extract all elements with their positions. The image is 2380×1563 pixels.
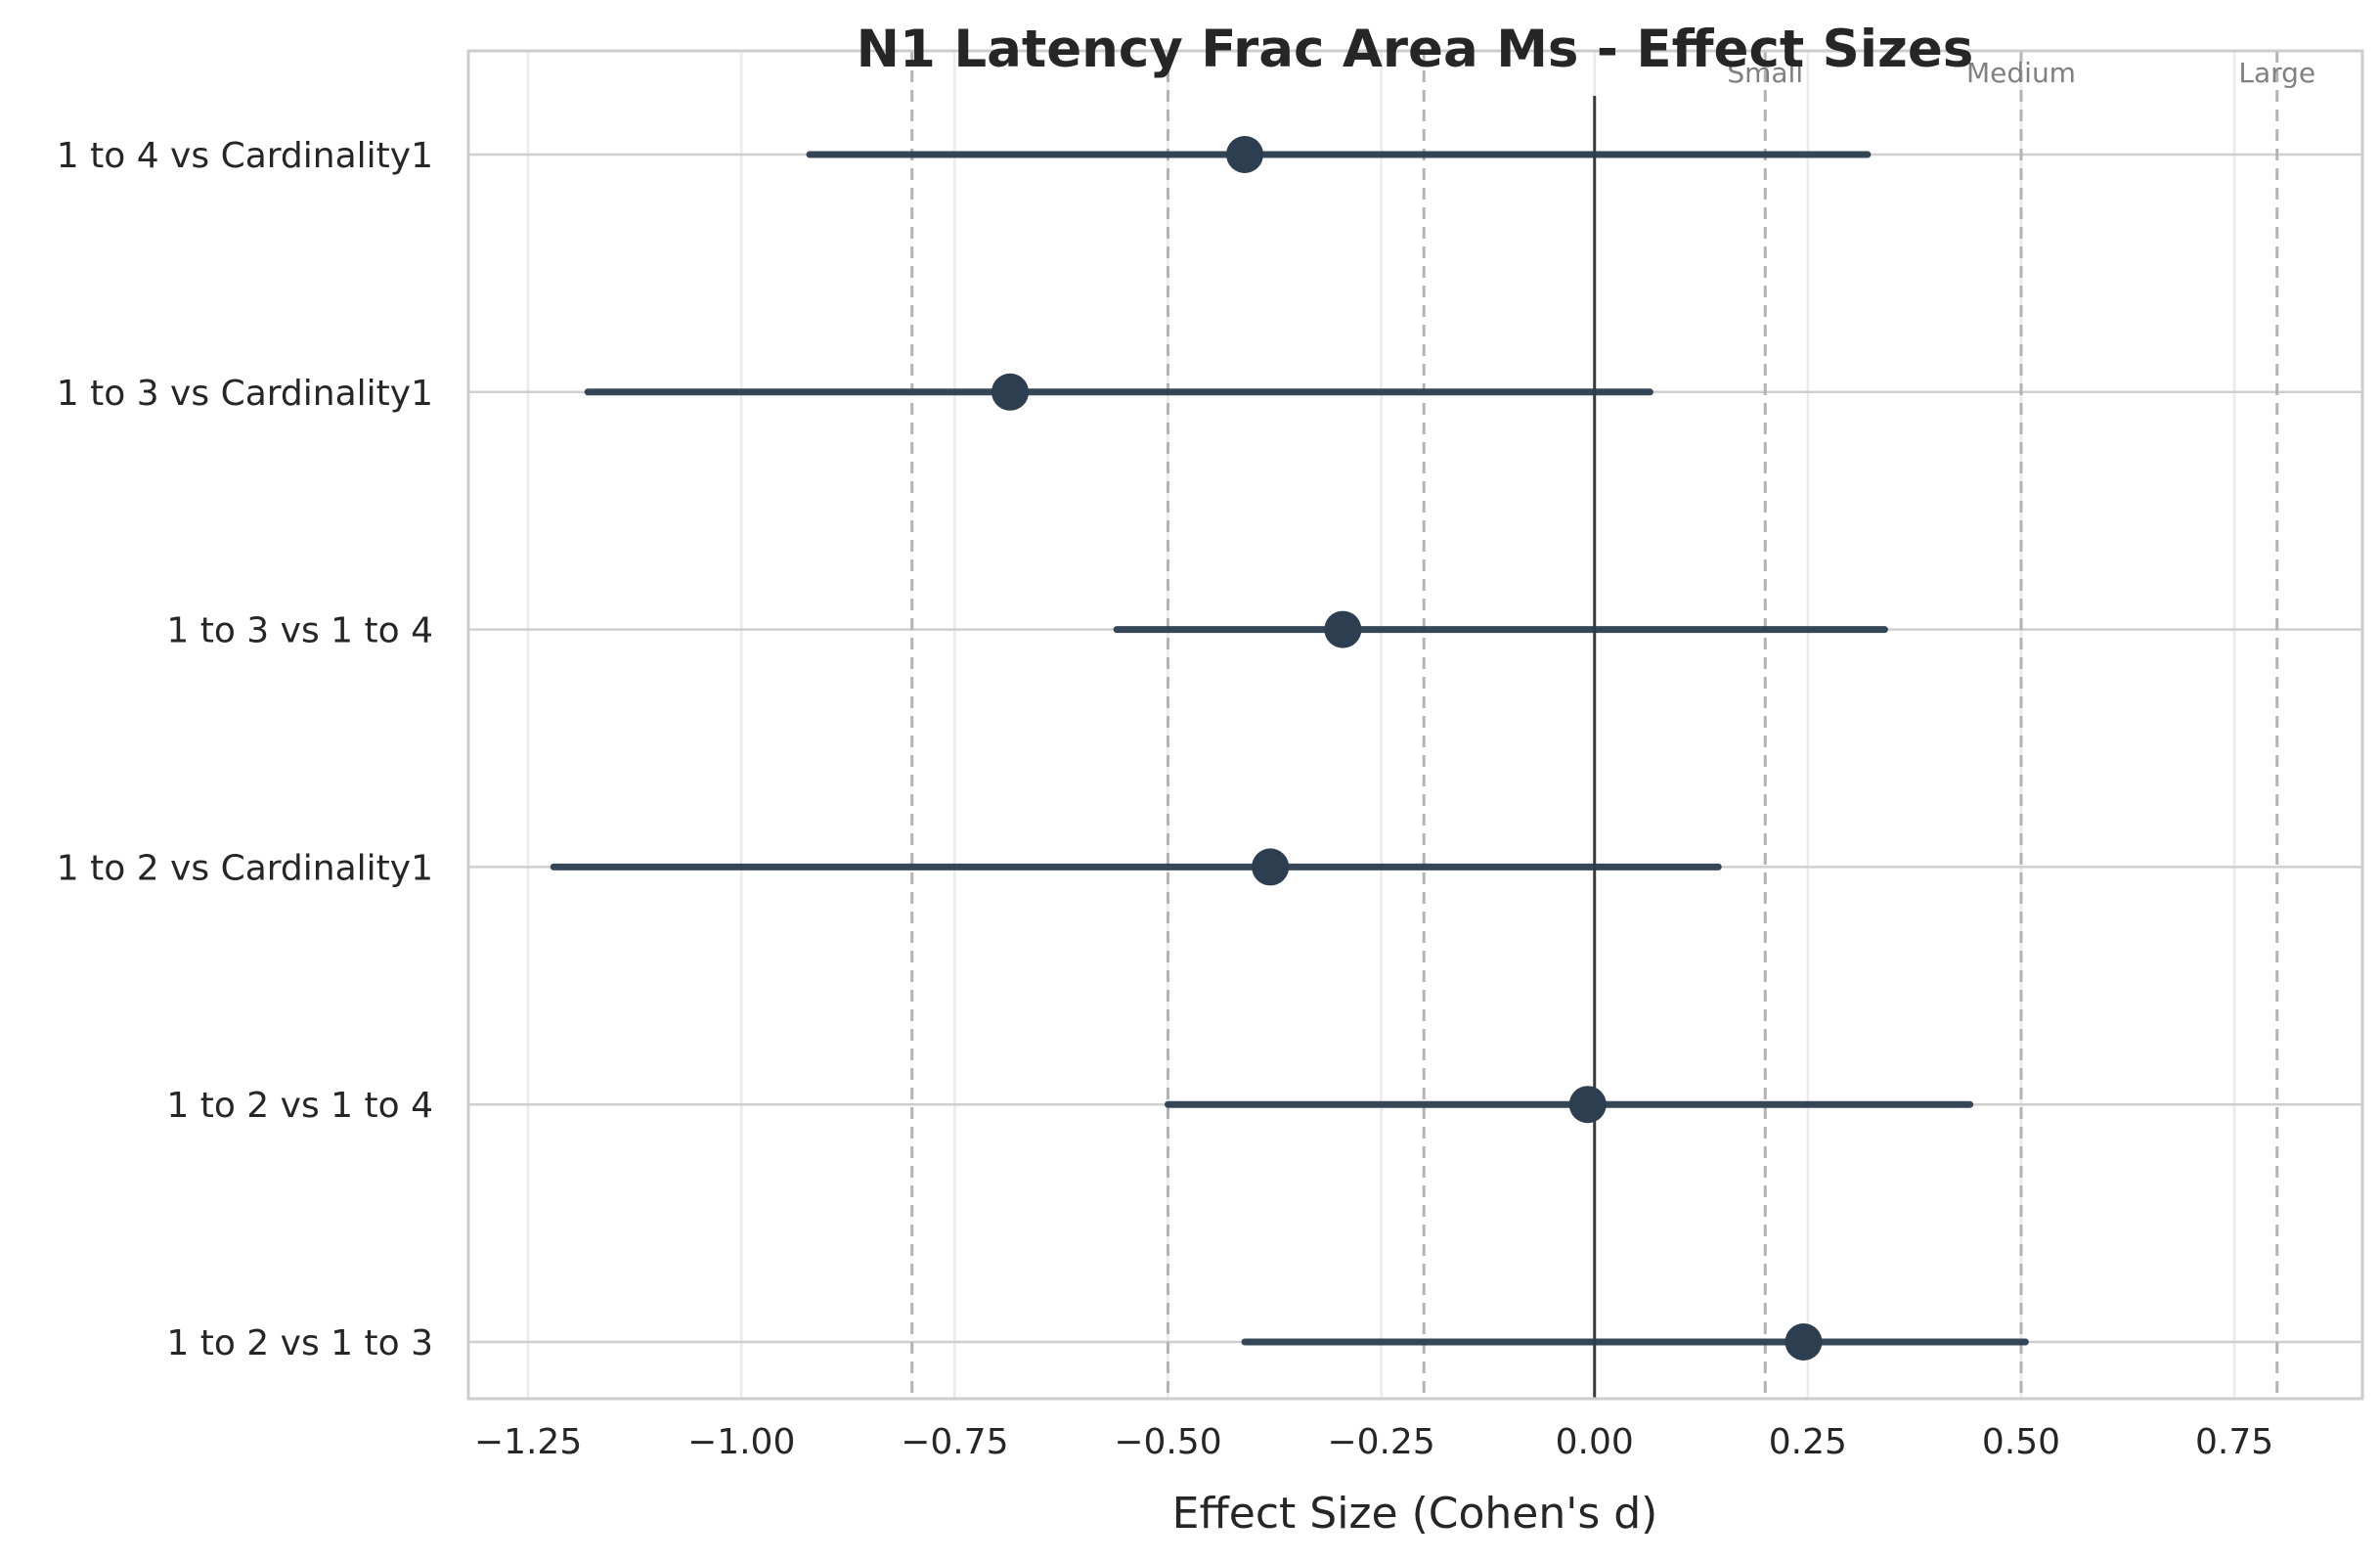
text-layer: −1.25 −1.00 −0.75 −0.50 −0.25 0.00 0.25 0.50 0.7… bbox=[57, 20, 2315, 1539]
y-tick-label: 1 to 3 vs Cardinality1 bbox=[57, 374, 433, 414]
effect-size-reference-label: Small bbox=[1727, 57, 1803, 89]
effect-size-point bbox=[1785, 1323, 1823, 1361]
x-tick-label: −1.00 bbox=[687, 1422, 795, 1462]
y-tick-label: 1 to 2 vs 1 to 3 bbox=[166, 1323, 433, 1363]
y-tick-label: 1 to 4 vs Cardinality1 bbox=[57, 136, 433, 176]
y-tick-label: 1 to 2 vs 1 to 4 bbox=[166, 1086, 433, 1126]
effect-size-point bbox=[1225, 136, 1263, 173]
marks-layer bbox=[550, 136, 2029, 1361]
x-tick-label: −0.50 bbox=[1114, 1422, 1221, 1462]
effect-size-reference-label: Large bbox=[2238, 57, 2315, 89]
effect-size-reference-label: Medium bbox=[1966, 57, 2076, 89]
x-tick-label: 0.00 bbox=[1556, 1422, 1634, 1462]
x-tick-label: −0.75 bbox=[901, 1422, 1008, 1462]
x-tick-label: 0.75 bbox=[2195, 1422, 2273, 1462]
x-tick-label: 0.50 bbox=[1982, 1422, 2060, 1462]
grid-layer bbox=[468, 51, 2362, 1399]
reference-lines-layer bbox=[910, 51, 2279, 1399]
effect-size-point bbox=[1568, 1086, 1607, 1124]
chart-title: N1 Latency Frac Area Ms - Effect Sizes bbox=[857, 20, 1974, 79]
effect-size-point bbox=[1252, 848, 1290, 886]
x-tick-label: −1.25 bbox=[474, 1422, 582, 1462]
effect-size-point bbox=[992, 373, 1030, 411]
y-tick-label: 1 to 3 vs 1 to 4 bbox=[166, 611, 433, 651]
x-axis-label: Effect Size (Cohen's d) bbox=[1172, 1489, 1658, 1539]
x-tick-label: −0.25 bbox=[1327, 1422, 1434, 1462]
plot-frame bbox=[466, 49, 2364, 1401]
x-tick-label: 0.25 bbox=[1769, 1422, 1847, 1462]
plot-frame-layer bbox=[466, 49, 2364, 1401]
effect-size-point bbox=[1324, 610, 1362, 648]
y-tick-label: 1 to 2 vs Cardinality1 bbox=[57, 848, 433, 888]
plot-background bbox=[468, 51, 2362, 1399]
